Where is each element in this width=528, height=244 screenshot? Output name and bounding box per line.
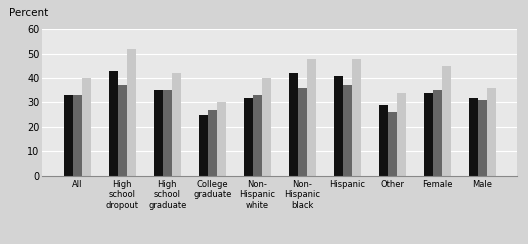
Bar (253, 95, 262, 176)
Bar (172, 73, 181, 176)
Bar (73, 95, 82, 176)
Bar (109, 71, 118, 176)
Bar (217, 102, 226, 176)
Bar (118, 85, 127, 176)
Bar (487, 88, 496, 176)
Bar (208, 110, 217, 176)
Bar (352, 59, 361, 176)
Bar (442, 66, 451, 176)
Bar (433, 90, 442, 176)
Bar (262, 78, 271, 176)
Bar (154, 90, 163, 176)
Bar (334, 76, 343, 176)
Bar (397, 93, 406, 176)
Bar (424, 93, 433, 176)
Bar (478, 100, 487, 176)
Bar (379, 105, 388, 176)
Bar (127, 49, 136, 176)
Bar (388, 112, 397, 176)
Bar (64, 95, 73, 176)
Bar (289, 73, 298, 176)
Bar (298, 88, 307, 176)
Text: Percent: Percent (9, 8, 48, 18)
Bar (469, 98, 478, 176)
Bar (82, 78, 91, 176)
Bar (244, 98, 253, 176)
Bar (343, 85, 352, 176)
Bar (307, 59, 316, 176)
Bar (163, 90, 172, 176)
Bar (199, 115, 208, 176)
